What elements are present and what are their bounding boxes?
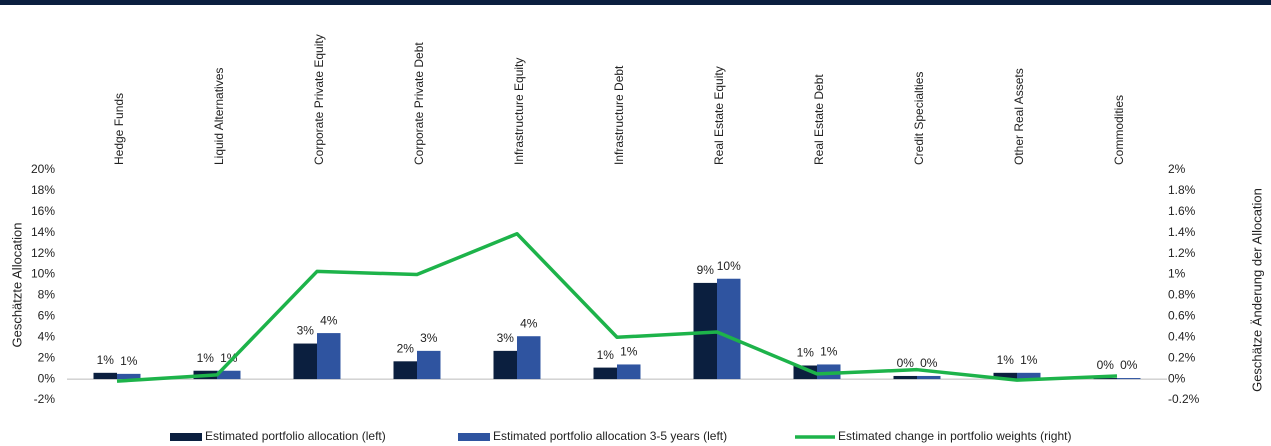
bar [117,373,141,380]
bar [717,278,741,380]
y-tick-label: -2% [34,392,56,406]
y-tick-label: 2% [38,350,56,364]
value-label: 1% [197,351,215,365]
y-tick-label: 4% [38,329,56,343]
y2-tick-label: 0.4% [1168,329,1196,343]
y2-tick-label: 0% [1168,371,1186,385]
value-label: 1% [997,353,1015,367]
bar [893,375,917,380]
category-label: Real Estate Equity [712,66,726,165]
bar [617,364,641,380]
legend-label: Estimated portfolio allocation 3-5 years… [493,429,727,443]
legend-label: Estimated portfolio allocation (left) [205,429,386,443]
value-label: 3% [420,331,438,345]
y2-tick-label: -0.2% [1168,392,1200,406]
category-label: Infrastructure Equity [512,58,526,165]
bar [93,372,117,380]
bar [493,350,517,380]
category-label: Corporate Private Debt [412,42,426,165]
category-label: Corporate Private Equity [312,34,326,165]
category-label: Other Real Assets [1012,68,1026,165]
value-label: 9% [697,263,715,277]
legend-swatch [458,433,490,441]
value-label: 0% [897,356,915,370]
category-label: Real Estate Debt [812,74,826,165]
bar [1117,378,1141,380]
y-tick-label: 18% [31,183,55,197]
y-tick-label: 12% [31,246,55,260]
y-tick-label: 20% [31,162,55,176]
value-label: 4% [320,313,338,327]
y2-tick-label: 1.4% [1168,225,1196,239]
value-label: 1% [220,351,238,365]
bar [917,375,941,380]
bar [317,333,341,380]
y2-tick-label: 1.8% [1168,183,1196,197]
y-tick-label: 6% [38,309,56,323]
bar [993,372,1017,380]
value-label: 1% [820,345,838,359]
y2-tick-label: 1.2% [1168,246,1196,260]
value-label: 0% [1097,358,1115,372]
value-label: 3% [497,331,515,345]
y-tick-label: 16% [31,204,55,218]
category-label: Liquid Alternatives [212,68,226,165]
bar [793,365,817,380]
y2-tick-label: 0.8% [1168,288,1196,302]
bar [1017,372,1041,380]
y-tick-label: 14% [31,225,55,239]
bar [517,336,541,380]
bar [1093,378,1117,380]
category-label: Commodities [1112,95,1126,165]
line [116,232,1118,383]
category-label: Infrastructure Debt [612,65,626,165]
y-tick-label: 0% [38,371,56,385]
value-label: 2% [397,341,415,355]
y2-tick-label: 0.6% [1168,309,1196,323]
value-label: 1% [597,348,615,362]
y-tick-label: 10% [31,267,55,281]
value-label: 1% [120,354,138,368]
value-label: 1% [797,346,815,360]
top-bar [0,0,1271,5]
bar [417,350,441,380]
legend-swatch [170,433,202,441]
value-label: 4% [520,316,538,330]
y2-tick-label: 0.2% [1168,350,1196,364]
y2-tick-label: 1% [1168,267,1186,281]
bar [393,361,417,380]
bar [593,367,617,380]
bar [217,370,241,380]
value-label: 10% [717,259,741,273]
y2-tick-label: 1.6% [1168,204,1196,218]
legend-label: Estimated change in portfolio weights (r… [838,429,1071,443]
y-axis-label: Geschätzte Allocation [9,222,24,347]
value-label: 1% [97,353,115,367]
value-label: 0% [920,356,938,370]
y2-tick-label: 2% [1168,162,1186,176]
y-tick-label: 8% [38,288,56,302]
value-label: 1% [1020,353,1038,367]
category-label: Hedge Funds [112,93,126,165]
bar [293,343,317,380]
category-label: Credit Specialties [912,72,926,165]
value-label: 3% [297,324,315,338]
y2-axis-label: Geschätze Änderung der Allocation [1249,188,1264,392]
value-label: 1% [620,345,638,359]
value-label: 0% [1120,358,1138,372]
